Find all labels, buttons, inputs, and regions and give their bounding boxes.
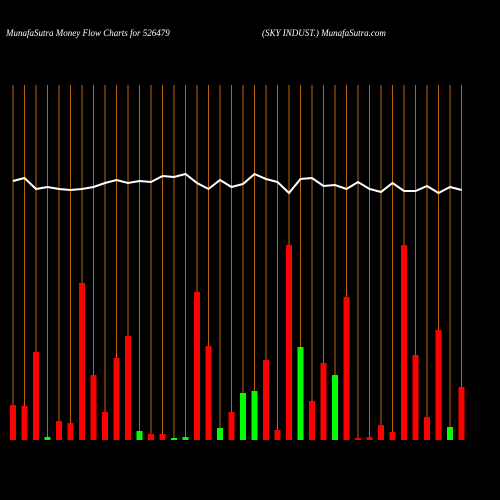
bar: [401, 245, 407, 440]
bar: [458, 387, 465, 440]
bar: [435, 330, 442, 440]
chart-title: MunafaSutra Money Flow Charts for 526479: [5, 28, 170, 38]
bar: [90, 375, 97, 440]
bar: [102, 412, 108, 440]
bar: [389, 432, 396, 440]
bar: [136, 431, 143, 440]
bar: [412, 355, 419, 440]
bar: [205, 346, 212, 440]
bar: [125, 336, 131, 440]
bar: [159, 434, 166, 440]
bar: [286, 245, 292, 440]
bar: [378, 425, 384, 440]
bar: [148, 434, 154, 440]
bar: [194, 292, 200, 440]
bar: [263, 360, 269, 440]
money-flow-line: [12, 172, 462, 195]
bar: [217, 428, 223, 440]
bar: [355, 438, 361, 440]
bar: [79, 283, 85, 440]
bar: [182, 437, 189, 440]
bar: [67, 423, 74, 440]
bar: [297, 347, 304, 440]
bar: [56, 421, 62, 440]
bar: [21, 406, 28, 440]
bar: [320, 363, 327, 440]
bar: [33, 352, 39, 440]
bar: [113, 358, 120, 440]
bar: [424, 417, 430, 440]
chart-subtitle: (SKY INDUST.) MunafaSutra.com: [262, 28, 386, 38]
bar: [44, 437, 51, 440]
bar: [447, 427, 453, 440]
bar: [343, 297, 350, 440]
bar: [309, 401, 315, 440]
bar: [228, 412, 235, 440]
bar: [171, 438, 177, 440]
bar: [366, 437, 373, 440]
bar: [332, 375, 338, 440]
bar: [251, 391, 258, 440]
bar: [240, 393, 246, 440]
bar: [274, 430, 281, 440]
bar: [10, 405, 16, 440]
